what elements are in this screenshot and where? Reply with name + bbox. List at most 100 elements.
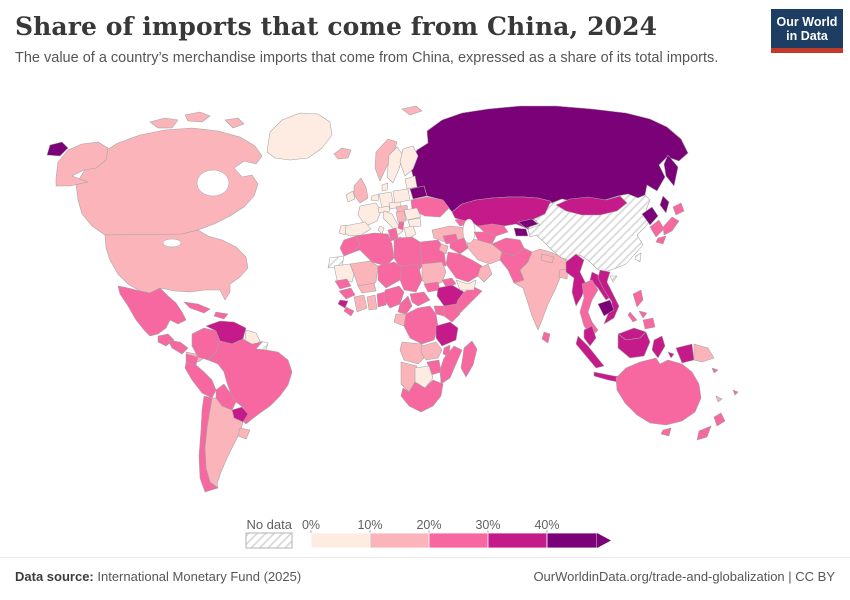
country-usa[interactable] [104, 229, 249, 301]
country-france[interactable] [357, 202, 382, 227]
country-chad[interactable] [399, 263, 423, 293]
country-chile[interactable] [198, 395, 219, 493]
country-austria-switzerland[interactable] [377, 205, 391, 214]
country-thailand[interactable] [579, 279, 599, 337]
legend-bin-4[interactable] [546, 532, 598, 549]
country-yemen[interactable] [455, 279, 477, 291]
country-philippines-palawan[interactable] [627, 311, 638, 323]
country-china-hainan[interactable] [609, 275, 618, 283]
country-uruguay[interactable] [237, 427, 251, 440]
country-sweden[interactable] [386, 146, 404, 184]
country-sudan[interactable] [421, 261, 447, 289]
country-japan-kyushu[interactable] [655, 235, 667, 245]
country-iraq[interactable] [449, 237, 469, 255]
country-indonesia-papua[interactable] [675, 343, 695, 364]
country-kenya[interactable] [443, 303, 461, 323]
country-algeria[interactable] [353, 232, 395, 267]
country-russia-sakhalin[interactable] [659, 195, 670, 214]
country-burkina-faso[interactable] [357, 282, 377, 294]
country-albania[interactable] [397, 221, 405, 231]
country-eritrea[interactable] [441, 277, 457, 288]
legend-bin-0[interactable] [310, 532, 371, 549]
country-ghana[interactable] [366, 294, 378, 311]
country-cameroon[interactable] [397, 295, 413, 315]
country-russia-kamchatka[interactable] [663, 154, 679, 187]
country-japan-hokkaido[interactable] [672, 202, 685, 216]
country-iceland[interactable] [333, 147, 352, 160]
country-svalbard[interactable] [401, 105, 423, 116]
legend-bin-1[interactable] [369, 532, 430, 549]
country-sri-lanka[interactable] [541, 331, 551, 344]
country-indonesia-sumatra[interactable] [575, 335, 605, 369]
country-poland[interactable] [392, 188, 411, 204]
country-greece[interactable] [403, 225, 417, 241]
country-malaysia[interactable] [583, 325, 597, 347]
country-indonesia-kalimantan[interactable] [617, 331, 651, 359]
country-taiwan[interactable] [634, 252, 642, 263]
country-canada-arctic-3[interactable] [224, 117, 245, 129]
country-myanmar[interactable] [565, 253, 587, 307]
country-dominican-republic[interactable] [213, 311, 229, 320]
country-botswana[interactable] [414, 365, 434, 389]
country-nepal[interactable] [540, 253, 555, 264]
country-portugal[interactable] [338, 224, 347, 236]
country-serbia[interactable] [395, 210, 407, 223]
country-nicaragua[interactable] [167, 339, 189, 355]
country-zambia[interactable] [420, 341, 443, 361]
country-papua-new-guinea[interactable] [693, 343, 715, 363]
country-kyrgyzstan[interactable] [517, 218, 539, 229]
country-liberia[interactable] [343, 306, 355, 317]
country-jordan[interactable] [438, 243, 449, 255]
country-new-zealand-north[interactable] [713, 412, 726, 427]
country-philippines-visayas[interactable] [638, 310, 648, 319]
country-benelux[interactable] [370, 193, 380, 202]
legend-no-data-swatch[interactable] [245, 532, 293, 549]
country-solomon-islands[interactable] [711, 367, 719, 374]
country-greenland[interactable] [266, 112, 333, 161]
country-italy-sardinia[interactable] [377, 225, 385, 235]
country-canada-arctic-1[interactable] [149, 117, 179, 129]
country-australia[interactable] [615, 357, 702, 426]
country-south-africa[interactable] [400, 379, 444, 413]
country-niger[interactable] [377, 261, 405, 289]
country-senegal[interactable] [334, 278, 352, 290]
country-peru[interactable] [184, 362, 217, 399]
legend-open-end-arrow[interactable] [597, 533, 611, 548]
country-canada[interactable] [75, 127, 263, 237]
country-north-korea[interactable] [641, 206, 659, 226]
country-denmark[interactable] [381, 182, 389, 192]
country-tajikistan[interactable] [513, 227, 529, 237]
country-philippines-mindanao[interactable] [642, 317, 656, 330]
country-angola[interactable] [399, 341, 425, 365]
country-fiji[interactable] [732, 389, 739, 396]
country-benin[interactable] [376, 291, 387, 308]
country-spain[interactable] [341, 221, 372, 237]
country-tanzania[interactable] [435, 321, 459, 347]
legend-bin-2[interactable] [428, 532, 489, 549]
country-turkmenistan[interactable] [473, 231, 497, 245]
country-bulgaria[interactable] [407, 217, 422, 228]
country-vietnam[interactable] [597, 269, 620, 325]
country-china[interactable] [527, 193, 653, 273]
country-brazil[interactable] [207, 338, 293, 425]
country-russia-chukotka[interactable] [46, 141, 69, 157]
country-cote-divoire[interactable] [353, 294, 368, 313]
country-new-caledonia[interactable] [715, 395, 723, 403]
country-united-kingdom[interactable] [353, 177, 369, 204]
country-australia-tasmania[interactable] [660, 427, 672, 437]
country-usa-alaska[interactable] [55, 141, 109, 187]
country-oman[interactable] [477, 263, 493, 283]
country-indonesia-maluku[interactable] [667, 351, 675, 359]
country-philippines-luzon[interactable] [632, 289, 644, 308]
country-mauritania[interactable] [333, 263, 355, 283]
country-central-african-republic[interactable] [409, 291, 431, 307]
country-belarus[interactable] [409, 185, 428, 200]
country-mongolia[interactable] [555, 195, 628, 216]
country-cambodia[interactable] [597, 299, 615, 317]
owid-logo[interactable]: Our World in Data [771, 9, 843, 53]
country-morocco[interactable] [339, 235, 361, 257]
country-ireland[interactable] [345, 190, 356, 203]
country-finland[interactable] [399, 145, 419, 177]
country-new-zealand-south[interactable] [696, 425, 712, 441]
country-madagascar[interactable] [460, 340, 478, 378]
